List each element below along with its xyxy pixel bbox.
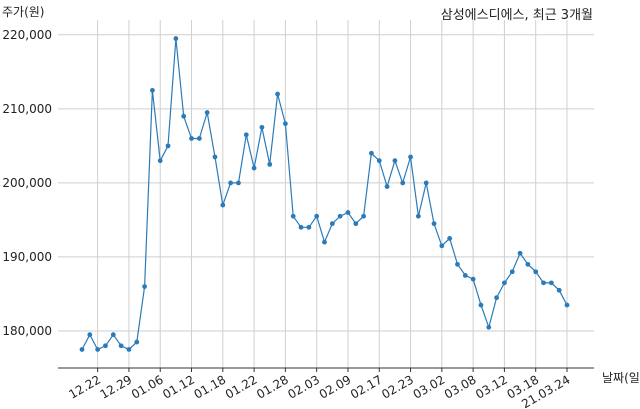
data-point — [79, 347, 85, 352]
y-tick-label: 200,000 — [2, 176, 52, 190]
data-point — [337, 213, 343, 219]
y-tick-label: 190,000 — [2, 250, 52, 264]
data-point — [282, 121, 288, 127]
data-point — [509, 269, 515, 275]
data-point — [548, 280, 554, 286]
data-point — [87, 332, 93, 338]
data-point — [384, 184, 390, 189]
data-point — [189, 136, 194, 141]
grid-lines — [58, 20, 594, 372]
y-tick-labels: 180,000 190,000 200,000 210,000 220,000 — [2, 28, 52, 338]
x-tick-label: 01.06 — [129, 372, 166, 401]
data-point — [181, 113, 187, 119]
data-point — [494, 295, 499, 301]
data-point — [298, 224, 304, 230]
data-point — [369, 150, 374, 156]
data-point — [361, 213, 367, 219]
data-point — [533, 269, 539, 275]
data-point — [134, 339, 140, 345]
x-tick-label: 01.22 — [223, 372, 260, 401]
data-point — [345, 210, 351, 215]
x-tick-label: 01.28 — [254, 372, 291, 401]
data-point — [110, 332, 116, 338]
chart-title: 삼성에스디에스, 최근 3개월 — [441, 8, 593, 23]
data-point — [478, 302, 484, 308]
data-point — [486, 324, 492, 330]
data-point — [220, 202, 226, 208]
series-line — [81, 38, 568, 351]
data-point — [157, 158, 163, 164]
data-point — [431, 221, 437, 227]
data-point — [423, 180, 429, 186]
data-point — [470, 276, 476, 282]
x-axis-label: 날짜(일) — [602, 371, 640, 385]
data-point — [95, 347, 101, 352]
data-point — [165, 143, 171, 149]
data-point — [455, 261, 460, 267]
data-point — [322, 239, 327, 245]
data-point — [275, 91, 280, 97]
x-tick-label: 03.08 — [442, 372, 479, 401]
x-tick-label: 03.12 — [473, 372, 510, 401]
data-point — [196, 136, 202, 141]
x-tick-label: 12.29 — [98, 372, 135, 401]
data-point — [259, 124, 265, 130]
data-point — [306, 224, 312, 230]
data-point — [204, 110, 210, 115]
data-point — [439, 243, 445, 249]
x-tick-label: 02.09 — [317, 372, 354, 401]
data-point — [251, 165, 257, 171]
data-point — [564, 302, 570, 308]
x-tick-label: 01.12 — [160, 372, 197, 401]
data-point — [236, 180, 241, 186]
x-tick-label: 12.22 — [66, 372, 103, 401]
x-tick-labels: 12.2212.2901.0601.1201.1801.2201.2802.03… — [66, 372, 572, 409]
data-point — [126, 347, 132, 352]
data-point — [353, 221, 359, 227]
data-point — [447, 236, 453, 241]
x-tick-label: 02.03 — [285, 372, 322, 401]
x-tick-label: 02.23 — [379, 372, 416, 401]
y-axis-label: 주가(원) — [2, 5, 44, 19]
data-point — [118, 343, 124, 349]
data-point — [502, 280, 507, 286]
data-point — [150, 87, 155, 93]
data-point — [228, 180, 234, 186]
data-points — [79, 36, 570, 352]
data-point — [556, 287, 562, 293]
y-tick-label: 180,000 — [2, 324, 52, 338]
data-point — [541, 280, 546, 286]
data-point — [103, 343, 108, 349]
x-tick-label: 01.18 — [192, 372, 229, 401]
data-point — [267, 161, 273, 167]
data-point — [243, 132, 249, 138]
data-point — [173, 36, 179, 41]
data-point — [462, 273, 468, 278]
y-tick-label: 220,000 — [2, 28, 52, 42]
x-tick-label: 02.17 — [348, 372, 385, 401]
y-tick-label: 210,000 — [2, 102, 52, 116]
x-tick-label: 03.02 — [411, 372, 448, 401]
data-point — [415, 213, 421, 219]
data-point — [314, 213, 320, 219]
data-point — [392, 158, 398, 164]
data-point — [212, 154, 218, 160]
data-point — [525, 261, 531, 267]
data-point — [329, 221, 335, 227]
data-point — [290, 213, 296, 219]
data-point — [400, 180, 406, 186]
data-point — [517, 250, 523, 256]
data-point — [376, 158, 382, 164]
data-point — [142, 284, 147, 289]
data-point — [408, 154, 413, 160]
